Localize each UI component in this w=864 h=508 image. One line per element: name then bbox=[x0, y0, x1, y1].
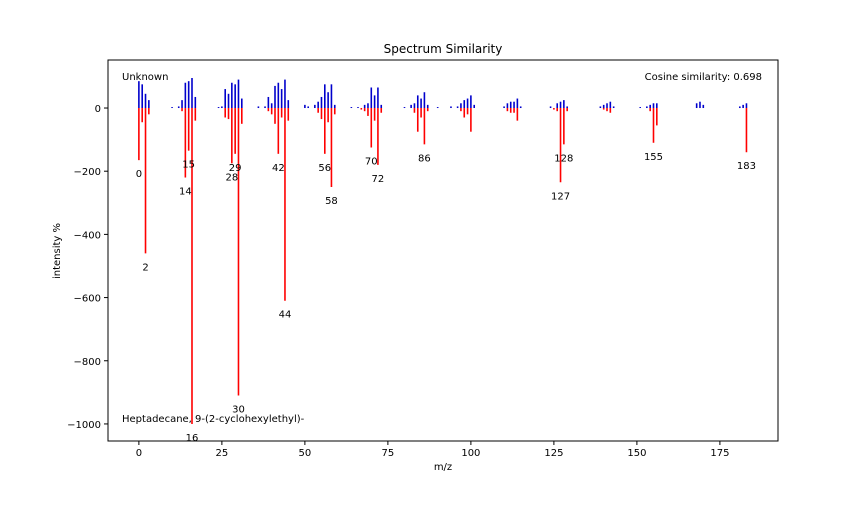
peak-label: 86 bbox=[418, 153, 431, 164]
peak-label: 28 bbox=[225, 172, 238, 183]
peak-label: 56 bbox=[318, 163, 331, 174]
peak-label: 16 bbox=[186, 433, 199, 444]
annotation: Heptadecane, 9-(2-cyclohexylethyl)- bbox=[122, 414, 305, 425]
x-tick-label: 175 bbox=[710, 448, 729, 459]
peak-label: 183 bbox=[737, 161, 756, 172]
peak-label: 15 bbox=[182, 160, 195, 171]
chart-title: Spectrum Similarity bbox=[384, 42, 503, 56]
x-axis-label: m/z bbox=[434, 462, 452, 473]
peak-label: 58 bbox=[325, 196, 338, 207]
annotation: Cosine similarity: 0.698 bbox=[645, 72, 762, 83]
peak-label: 70 bbox=[365, 157, 378, 168]
peak-label: 155 bbox=[644, 152, 663, 163]
peak-label: 72 bbox=[372, 174, 385, 185]
y-tick-label: −1000 bbox=[67, 420, 101, 431]
x-tick-label: 125 bbox=[544, 448, 563, 459]
x-tick-label: 150 bbox=[627, 448, 646, 459]
annotation: Unknown bbox=[122, 72, 168, 83]
x-tick-label: 0 bbox=[136, 448, 142, 459]
y-tick-label: −800 bbox=[74, 357, 101, 368]
peak-label: 29 bbox=[229, 163, 242, 174]
peak-label: 128 bbox=[554, 153, 573, 164]
x-tick-label: 50 bbox=[299, 448, 312, 459]
peak-label: 2 bbox=[142, 262, 148, 273]
peak-label: 44 bbox=[279, 310, 292, 321]
y-tick-label: −600 bbox=[74, 294, 101, 305]
x-tick-label: 25 bbox=[216, 448, 229, 459]
x-tick-label: 100 bbox=[461, 448, 480, 459]
x-tick-label: 75 bbox=[382, 448, 395, 459]
y-tick-label: −200 bbox=[74, 167, 101, 178]
peak-label: 42 bbox=[272, 163, 285, 174]
y-axis-label: intensity % bbox=[52, 223, 63, 279]
peak-label: 30 bbox=[232, 405, 245, 416]
y-tick-label: 0 bbox=[95, 104, 101, 115]
peak-label: 0 bbox=[136, 169, 142, 180]
plot-frame bbox=[107, 59, 779, 442]
y-tick-label: −400 bbox=[74, 230, 101, 241]
peak-label: 14 bbox=[179, 187, 192, 198]
peak-label: 127 bbox=[551, 191, 570, 202]
